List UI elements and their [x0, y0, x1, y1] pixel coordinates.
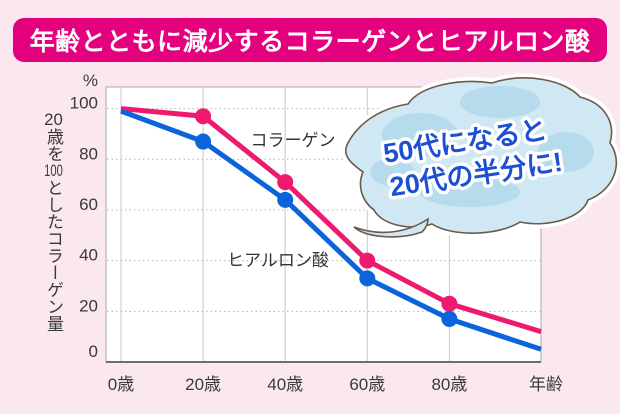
- y-axis-title-segment: 100: [44, 162, 63, 179]
- series-label-collagen: コラーゲン: [251, 131, 336, 150]
- page-title: 年齢とともに減少するコラーゲンとヒアルロン酸: [13, 18, 607, 62]
- x-tick-label: 0歳: [108, 375, 134, 394]
- y-tick-label: 40: [79, 246, 98, 265]
- series-label-hyaluronic: ヒアルロン酸: [227, 251, 329, 270]
- x-tick-label: 40歳: [267, 375, 303, 394]
- y-tick-label: 20: [79, 296, 98, 315]
- data-point: [195, 133, 212, 150]
- data-point: [195, 108, 212, 125]
- y-axis-title-segment: 歳を: [44, 128, 63, 162]
- data-point: [277, 191, 294, 208]
- y-axis-title-segment: としたコラーゲン量: [44, 179, 63, 332]
- y-tick-label: 60: [79, 195, 98, 214]
- data-point: [441, 295, 458, 312]
- x-tick-label: 60歳: [349, 375, 385, 394]
- y-tick-label: 80: [79, 144, 98, 163]
- y-tick-label: 0: [89, 342, 98, 361]
- data-series: [120, 106, 542, 352]
- x-tick-label: 20歳: [185, 375, 221, 394]
- data-point: [441, 310, 458, 327]
- y-axis-title-segment: 20: [44, 111, 63, 128]
- data-point: [359, 252, 376, 269]
- y-axis-title: 20歳を100としたコラーゲン量: [41, 111, 65, 347]
- y-tick-label: 100: [70, 94, 98, 113]
- callout-bubble: 50代になると 20代の半分に!: [341, 73, 620, 238]
- data-point: [359, 270, 376, 287]
- bubble-tail: [353, 217, 429, 238]
- series-line-collagen: [120, 106, 542, 334]
- bubble-texture: [370, 86, 594, 207]
- y-axis-unit-label: %: [83, 71, 98, 90]
- x-axis-caption: 年齢: [529, 375, 563, 394]
- x-tick-label: 80歳: [431, 375, 467, 394]
- data-point: [277, 174, 294, 191]
- axis-tick-labels: 100 80 60 40 20 0 0歳 20歳 40歳 60歳 80歳: [70, 94, 468, 394]
- series-line-hyaluronic: [120, 108, 542, 352]
